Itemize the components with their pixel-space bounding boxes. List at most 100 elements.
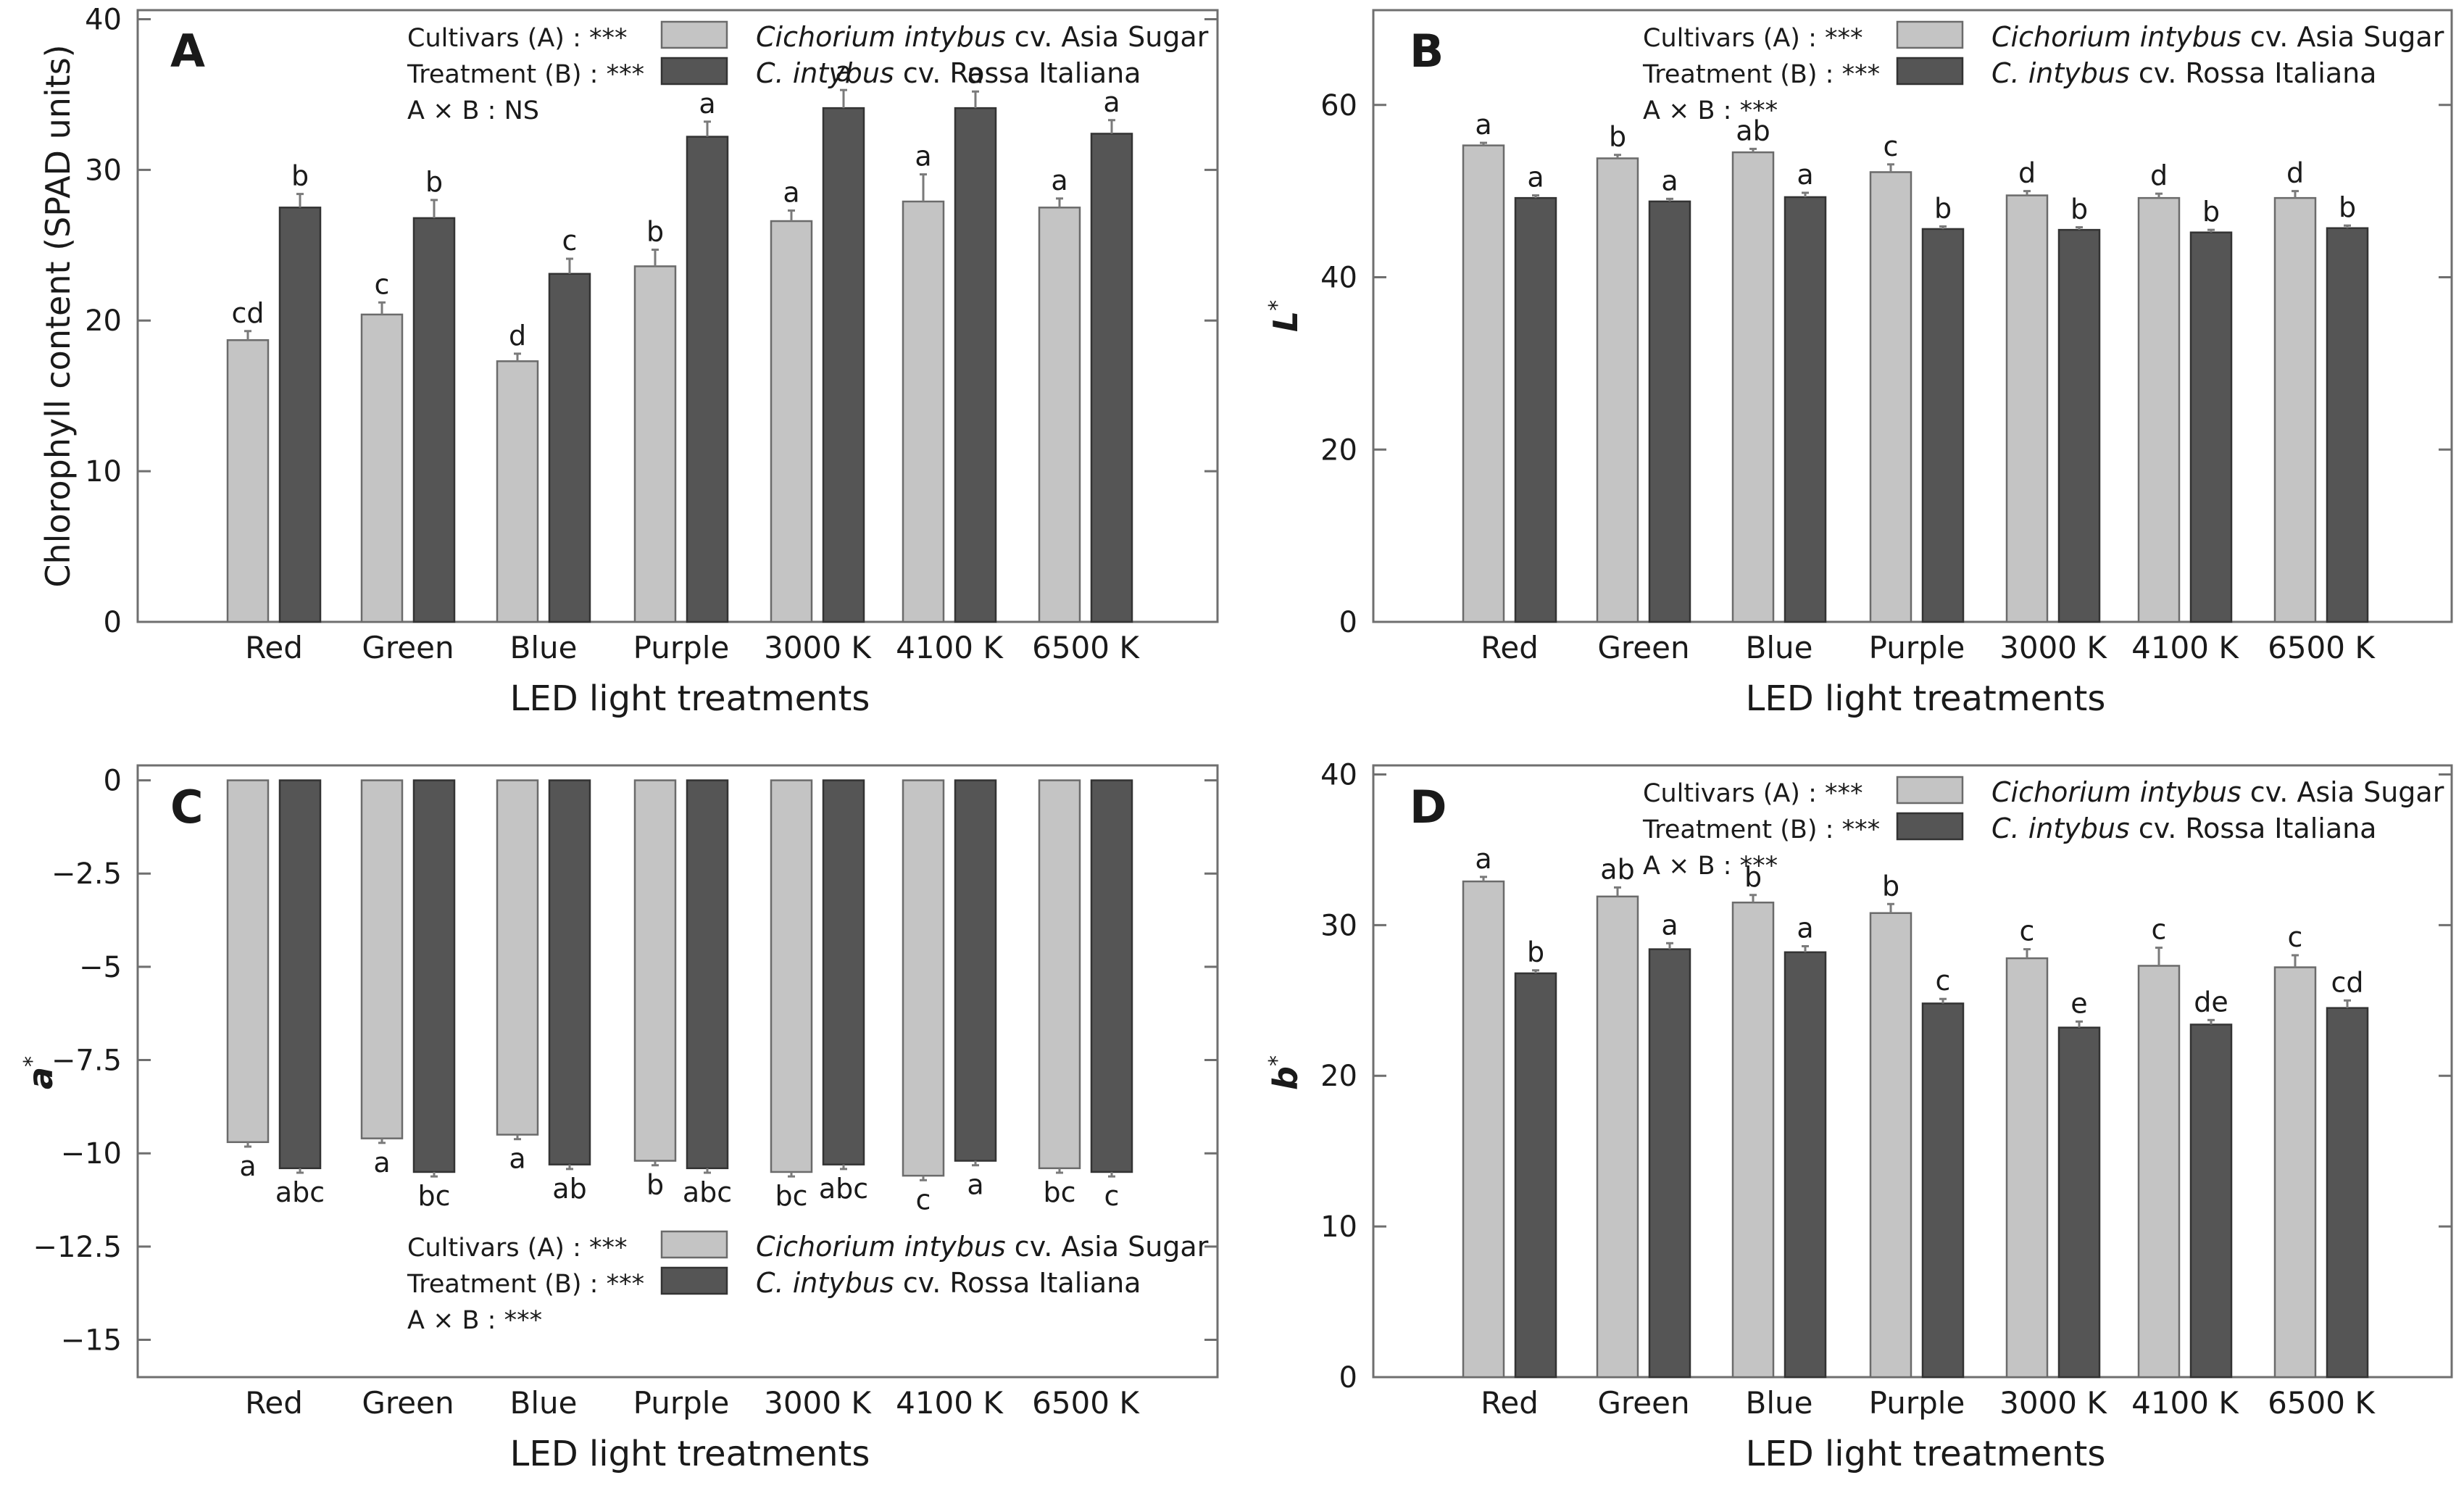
significance-letter: cd [231, 297, 264, 329]
bar-rossa-italiana [822, 779, 865, 1165]
x-tick-label: Purple [633, 630, 730, 665]
panel-B: 020406080L*BRedaaGreenbaBlueabaPurplecb3… [1265, 9, 2453, 719]
legend: Cichorium intybus cv. Asia Sugar C. intyb… [1896, 776, 2444, 844]
significance-letter: c [1884, 130, 1899, 162]
bar-asia-sugar [496, 779, 539, 1136]
y-axis-label: L* [1265, 300, 1305, 332]
significance-letter: c [916, 1184, 931, 1216]
stats-line: A × B : *** [1643, 96, 1778, 125]
y-tick-label: 10 [85, 455, 122, 489]
plot-frame [1372, 9, 2453, 623]
bar-asia-sugar [360, 313, 404, 623]
significance-letter: abc [819, 1173, 868, 1205]
significance-letter: a [1103, 86, 1120, 118]
significance-letter: b [646, 1169, 664, 1201]
bar-rossa-italiana [1090, 779, 1133, 1173]
panel-D: 010203040b*DRedabGreenabaBluebaPurplebc3… [1265, 758, 2453, 1474]
significance-letter: a [1797, 912, 1813, 944]
significance-letter: a [239, 1150, 256, 1182]
y-tick-label: 40 [1320, 758, 1357, 791]
panel-C: 0−2.5−5−7.5−10−12.5−15a*CRedaabcGreenabc… [20, 764, 1219, 1474]
y-axis-label: Chlorophyll content (SPAD units) [38, 44, 78, 587]
legend-swatch [1896, 20, 1964, 49]
bar-rossa-italiana [412, 779, 456, 1173]
significance-letter: bc [417, 1180, 450, 1212]
legend-swatch [660, 57, 728, 86]
significance-letter: e [2070, 987, 2087, 1019]
significance-letter: a [373, 1147, 390, 1179]
significance-letter: b [1527, 936, 1544, 968]
bar-rossa-italiana [1648, 200, 1691, 623]
significance-letter: ab [1600, 853, 1634, 885]
y-axis-label: b* [1265, 1055, 1305, 1090]
significance-letter: a [967, 1169, 983, 1201]
significance-letter: de [2194, 986, 2228, 1018]
significance-letter: a [1661, 909, 1678, 941]
significance-letter: b [291, 160, 309, 192]
y-tick-label: 0 [1339, 1361, 1357, 1395]
bar-asia-sugar [1038, 207, 1081, 623]
y-tick-label: 40 [1320, 262, 1357, 295]
bar-asia-sugar [633, 265, 677, 623]
bar-asia-sugar [1596, 157, 1639, 623]
x-tick-label: Red [1481, 630, 1539, 665]
x-tick-label: Purple [633, 1385, 730, 1421]
significance-letter: a [783, 176, 799, 208]
x-tick-label: 3000 K [764, 1385, 872, 1421]
stats-line: Cultivars (A) : *** [407, 24, 628, 53]
significance-letter: b [2339, 191, 2356, 223]
legend-swatch [1896, 812, 1964, 841]
legend-swatch [660, 20, 728, 49]
bar-asia-sugar [633, 779, 677, 1162]
bar-asia-sugar [360, 779, 404, 1139]
significance-letter: a [1475, 843, 1491, 875]
bar-asia-sugar [1731, 151, 1775, 623]
significance-letter: abc [683, 1176, 732, 1208]
x-tick-label: Red [1481, 1385, 1539, 1421]
significance-letter: ab [1736, 115, 1770, 146]
significance-letter: a [915, 141, 931, 173]
x-axis-label: LED light treatments [1746, 1434, 2106, 1474]
legend-swatch [1896, 57, 1964, 86]
x-tick-label: Green [1597, 1385, 1689, 1421]
legend: Cichorium intybus cv. Asia Sugar C. intyb… [1896, 20, 2444, 89]
y-tick-label: 40 [85, 3, 122, 36]
plot-frame [1372, 764, 2453, 1379]
legend-entry: Cichorium intybus cv. Asia Sugar [756, 1231, 1209, 1263]
bar-rossa-italiana [1648, 948, 1691, 1379]
significance-letter: a [1051, 165, 1067, 196]
x-tick-label: 4100 K [2131, 630, 2239, 665]
x-tick-label: 4100 K [2131, 1385, 2239, 1421]
bar-asia-sugar [2273, 196, 2317, 623]
y-tick-label: −5 [79, 951, 122, 984]
significance-letter: c [1936, 965, 1951, 997]
panel-letter: B [1410, 25, 1444, 78]
panel-letter: C [170, 781, 204, 834]
bar-rossa-italiana [1921, 1002, 1965, 1379]
significance-letter: a [967, 57, 983, 89]
significance-letter: b [2070, 194, 2088, 225]
legend-swatch [1896, 776, 1964, 805]
y-tick-label: 20 [1320, 1060, 1357, 1093]
legend-entry: C. intybus cv. Rossa Italiana [1991, 813, 2376, 844]
legend-entry: C. intybus cv. Rossa Italiana [756, 57, 1141, 89]
bar-rossa-italiana [2057, 228, 2101, 623]
bar-rossa-italiana [278, 207, 322, 623]
y-tick-label: 20 [1320, 433, 1357, 467]
significance-letter: a [1475, 109, 1491, 141]
plot-frame [136, 764, 1219, 1379]
significance-letter: c [2020, 915, 2035, 947]
bar-rossa-italiana [548, 779, 591, 1165]
bar-asia-sugar [1462, 144, 1505, 623]
bar-asia-sugar [2273, 966, 2317, 1379]
legend: Cichorium intybus cv. Asia Sugar C. intyb… [660, 20, 1209, 89]
bar-asia-sugar [2137, 965, 2181, 1379]
bar-rossa-italiana [1784, 951, 1827, 1379]
x-tick-label: Red [245, 1385, 303, 1421]
significance-letter: b [1934, 192, 1952, 224]
stats-line: A × B : *** [1643, 852, 1778, 881]
bar-rossa-italiana [2057, 1026, 2101, 1379]
x-tick-label: 6500 K [2268, 1385, 2376, 1421]
x-tick-label: Green [1597, 630, 1689, 665]
